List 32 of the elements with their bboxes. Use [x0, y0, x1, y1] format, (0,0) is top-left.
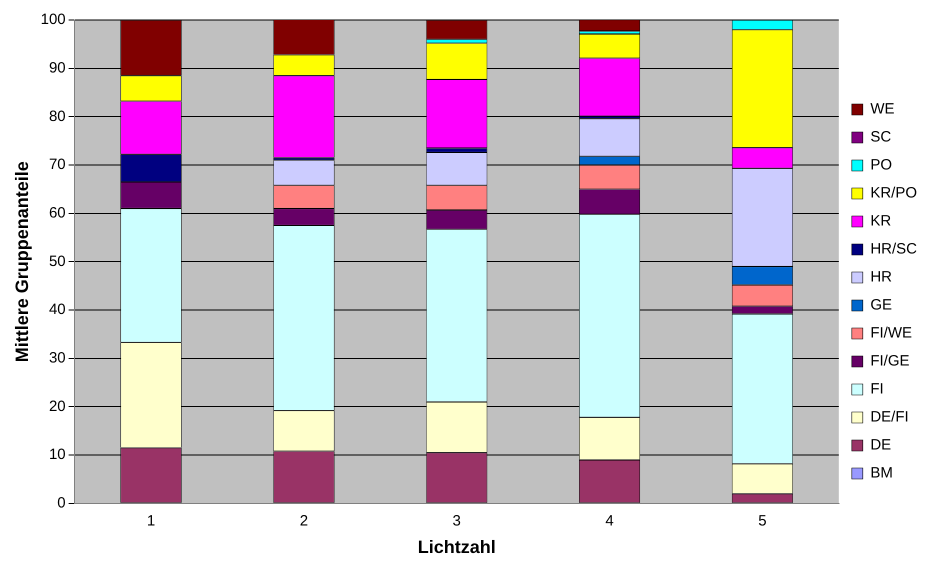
legend-label: PO	[870, 156, 892, 174]
legend-label: WE	[870, 100, 894, 118]
legend-label: HR	[870, 268, 892, 286]
legend-label: FI/GE	[870, 352, 910, 370]
y-tick-label: 40	[48, 301, 66, 318]
y-tick-label: 20	[48, 398, 66, 415]
y-tick-label: 90	[48, 59, 66, 76]
y-axis-title: Mittlere Gruppenanteile	[12, 161, 32, 362]
legend-label: DE/FI	[870, 408, 909, 426]
y-tick-label: 100	[40, 11, 66, 28]
legend-label: KR/PO	[870, 184, 918, 202]
legend-label: FI/WE	[870, 324, 912, 342]
y-tick-label: 60	[48, 204, 66, 222]
x-tick-label: 4	[605, 512, 614, 530]
x-tick-label: 1	[146, 512, 156, 530]
legend-label: SC	[870, 128, 892, 146]
x-tick-label: 2	[300, 512, 308, 530]
y-tick-label: 30	[48, 350, 66, 367]
y-tick-label: 70	[48, 156, 66, 174]
y-tick-label: 80	[48, 108, 66, 125]
x-tick-label: 3	[452, 512, 461, 530]
y-tick-label: 50	[48, 252, 66, 270]
y-tick-label: 10	[48, 446, 66, 464]
x-tick-label: 5	[758, 512, 767, 530]
legend-label: FI	[870, 380, 884, 398]
legend-label: GE	[870, 296, 892, 314]
legend-label: BM	[870, 464, 893, 482]
y-tick-label: 0	[57, 494, 66, 512]
legend-label: DE	[870, 436, 892, 454]
legend-label: HR/SC	[870, 240, 918, 258]
x-axis-title: Lichtzahl	[418, 537, 496, 558]
legend-label: KR	[870, 212, 892, 230]
